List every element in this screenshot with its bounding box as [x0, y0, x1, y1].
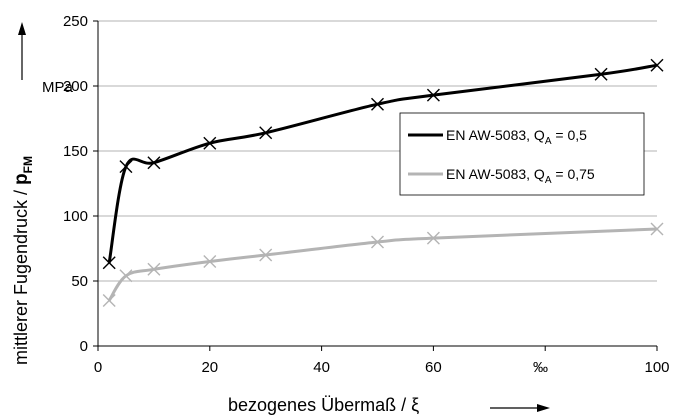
series-2-point: [259, 248, 273, 262]
series-1: [102, 58, 664, 270]
tick-labels: 0 50 100 150 200 250 0 20 40 60 100: [63, 13, 670, 376]
x-axis-arrow: [490, 404, 550, 412]
series-1-line: [107, 63, 658, 264]
y-tick-label: 250: [63, 13, 88, 30]
y-tick-label: 150: [63, 143, 88, 160]
x-tick-label: 60: [425, 359, 442, 376]
series-1-point: [426, 88, 440, 102]
series-1-point: [203, 136, 217, 150]
series-2-point: [203, 255, 217, 268]
legend-box: [399, 112, 645, 196]
x-axis-title: bezogenes Übermaß / ξ: [228, 395, 419, 415]
y-axis-arrow: [18, 22, 26, 80]
y-axis-title-main: mittlerer Fugendruck /: [11, 185, 31, 365]
x-tick-label: 0: [94, 359, 102, 376]
legend-label-series-1: EN AW-5083, QA = 0,5: [446, 127, 587, 147]
series-2-point: [147, 262, 161, 276]
series-2-point: [371, 235, 384, 249]
y-unit-label: MPa: [42, 79, 74, 96]
axes: [93, 20, 658, 351]
y-tick-label: 100: [63, 208, 88, 225]
y-tick-label: 200: [63, 78, 88, 95]
series-2-line: [107, 227, 658, 302]
series-2: [102, 222, 664, 307]
svg-text:mittlerer Fugendruck / pFM: mittlerer Fugendruck / pFM: [11, 156, 35, 365]
y-axis-title: mittlerer Fugendruck / pFM: [11, 156, 35, 365]
x-unit-label: ‰: [533, 359, 548, 376]
series-1-point: [259, 126, 273, 140]
series-2-point: [650, 222, 664, 236]
x-tick-label: 100: [644, 359, 669, 376]
y-tick-label: 0: [80, 338, 88, 355]
series-2-point: [119, 269, 133, 283]
x-tick-label: 20: [201, 359, 218, 376]
y-axis-title-symbol: p: [11, 173, 32, 185]
series-1-point: [650, 58, 664, 72]
legend-label-series-2: EN AW-5083, QA = 0,75: [446, 166, 595, 186]
legend: EN AW-5083, QA = 0,5 EN AW-5083, QA = 0,…: [399, 112, 645, 196]
y-tick-label: 50: [71, 273, 88, 290]
series-1-point: [594, 67, 608, 81]
series-2-point: [426, 231, 440, 245]
y-axis-title-subscript: FM: [21, 156, 35, 173]
x-tick-label: 40: [313, 359, 330, 376]
series-layer: [102, 58, 664, 307]
series-1-point: [102, 256, 116, 270]
series-1-point: [119, 160, 133, 174]
series-2-point: [102, 294, 116, 307]
grid-lines: [98, 20, 657, 282]
series-1-point: [371, 97, 384, 111]
series-1-point: [147, 156, 161, 170]
